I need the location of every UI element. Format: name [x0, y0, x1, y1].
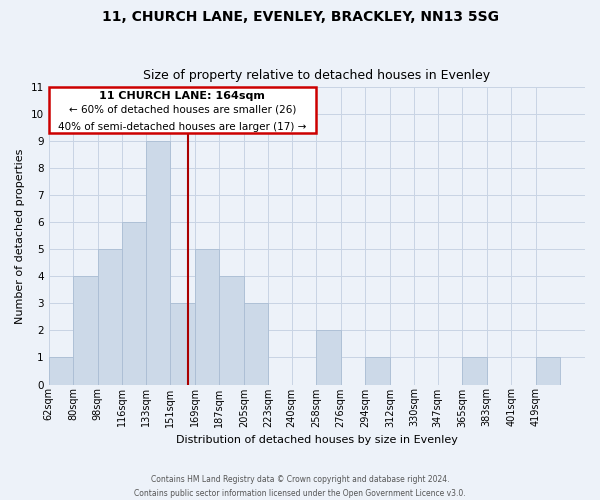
- Text: 11, CHURCH LANE, EVENLEY, BRACKLEY, NN13 5SG: 11, CHURCH LANE, EVENLEY, BRACKLEY, NN13…: [101, 10, 499, 24]
- Bar: [365, 358, 390, 384]
- FancyBboxPatch shape: [49, 88, 316, 134]
- Title: Size of property relative to detached houses in Evenley: Size of property relative to detached ho…: [143, 69, 490, 82]
- Bar: [73, 276, 98, 384]
- Bar: [194, 250, 219, 384]
- Text: ← 60% of detached houses are smaller (26): ← 60% of detached houses are smaller (26…: [69, 104, 296, 115]
- Bar: [219, 276, 244, 384]
- Bar: [244, 304, 268, 384]
- Bar: [462, 358, 487, 384]
- Text: 40% of semi-detached houses are larger (17) →: 40% of semi-detached houses are larger (…: [58, 122, 307, 132]
- Bar: [146, 142, 170, 384]
- Bar: [49, 358, 73, 384]
- Text: Contains HM Land Registry data © Crown copyright and database right 2024.
Contai: Contains HM Land Registry data © Crown c…: [134, 476, 466, 498]
- Bar: [170, 304, 194, 384]
- Bar: [316, 330, 341, 384]
- X-axis label: Distribution of detached houses by size in Evenley: Distribution of detached houses by size …: [176, 435, 458, 445]
- Bar: [536, 358, 560, 384]
- Bar: [98, 250, 122, 384]
- Y-axis label: Number of detached properties: Number of detached properties: [15, 148, 25, 324]
- Bar: [122, 222, 146, 384]
- Text: 11 CHURCH LANE: 164sqm: 11 CHURCH LANE: 164sqm: [100, 91, 265, 101]
